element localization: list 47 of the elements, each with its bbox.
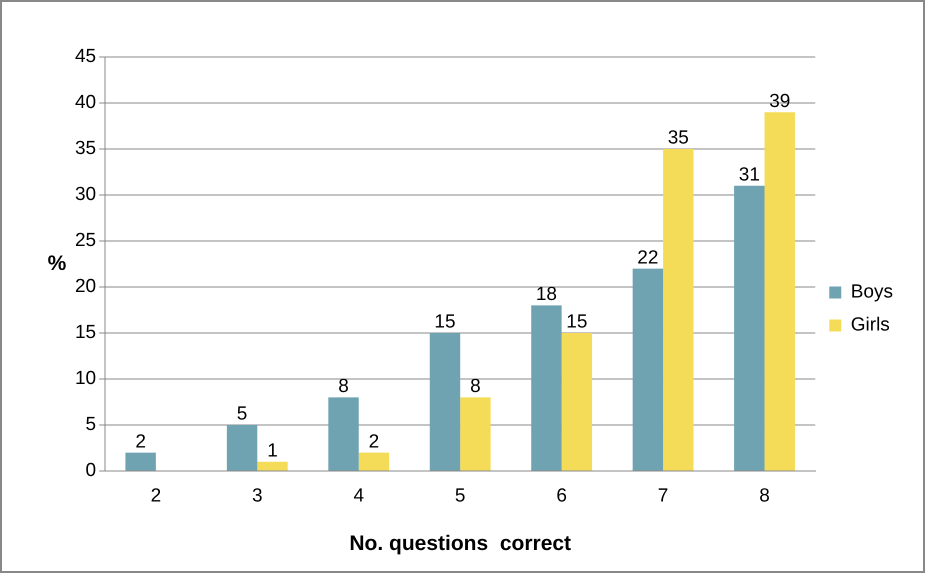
x-tick-label: 7 [658, 486, 668, 507]
x-tick-label: 2 [150, 486, 162, 507]
x-tick-label: 6 [556, 486, 567, 507]
data-label: 35 [668, 128, 689, 149]
data-label: 8 [338, 376, 349, 398]
data-label: 1 [267, 440, 278, 462]
bar [632, 268, 664, 470]
y-tick-label: 25 [74, 230, 96, 252]
bar [226, 425, 258, 470]
bar [430, 333, 460, 470]
x-axis-title: No. questions correct [349, 532, 572, 556]
y-tick-label: 35 [74, 138, 96, 160]
bar [125, 452, 156, 470]
bar [764, 112, 795, 470]
data-label: 8 [470, 376, 481, 398]
bar [358, 452, 390, 470]
bar [734, 186, 765, 470]
bar [531, 305, 562, 470]
data-label: 31 [738, 164, 760, 186]
y-tick-label: 20 [74, 276, 96, 298]
bar [460, 397, 491, 470]
data-label: 2 [135, 431, 146, 452]
y-tick-label: 40 [74, 92, 96, 114]
data-label: 15 [566, 312, 588, 333]
data-label: 2 [368, 431, 380, 452]
y-tick-label: 15 [74, 322, 96, 344]
y-tick-label: 5 [86, 414, 96, 436]
y-tick-label: 0 [86, 460, 96, 482]
x-tick-label: 8 [759, 486, 770, 507]
bar [663, 149, 694, 470]
data-label: 18 [536, 284, 557, 306]
data-label: 22 [637, 247, 658, 268]
y-tick-label: 45 [74, 46, 96, 68]
bar [562, 333, 592, 470]
bar [257, 462, 288, 470]
data-label: 5 [236, 404, 248, 425]
x-tick-label: 5 [454, 486, 466, 507]
x-tick-label: 4 [353, 486, 364, 507]
data-label: 39 [769, 90, 790, 112]
y-tick-label: 30 [74, 184, 96, 206]
y-tick-label: 10 [74, 368, 96, 390]
x-tick-label: 3 [252, 486, 263, 507]
legend-label: Boys [850, 282, 894, 303]
bar [328, 397, 359, 470]
y-axis-title: % [48, 252, 67, 275]
legend-label: Girls [850, 314, 890, 336]
data-label: 15 [434, 312, 456, 333]
